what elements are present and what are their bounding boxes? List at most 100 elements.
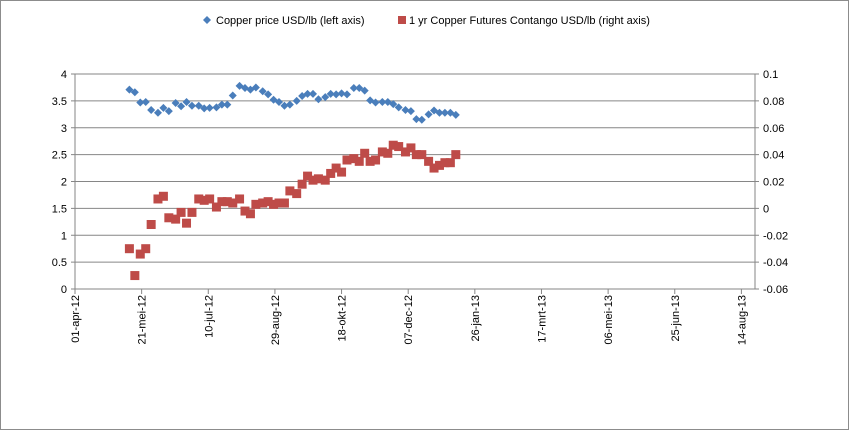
y-right-tick-label: 0.06 xyxy=(763,123,784,135)
contango-point xyxy=(263,197,273,207)
contango-point xyxy=(269,199,279,209)
contango-point xyxy=(171,214,181,224)
x-tick-label: 10-jul-12 xyxy=(203,295,215,338)
copper-price-point xyxy=(309,89,317,98)
x-tick-label: 25-jun-13 xyxy=(670,295,682,341)
series-futures-contango xyxy=(124,140,461,281)
copper-price-point xyxy=(389,100,398,109)
y-left-tick-label: 3 xyxy=(61,123,67,135)
y-right-tick-label: -0.04 xyxy=(763,257,788,269)
contango-point xyxy=(440,158,450,168)
x-tick-label: 06-mei-13 xyxy=(603,295,615,345)
y-right-tick-label: -0.02 xyxy=(763,230,788,242)
copper-price-point xyxy=(349,83,358,92)
contango-point xyxy=(153,194,163,204)
contango-point xyxy=(337,167,347,177)
copper-price-point xyxy=(451,110,460,119)
contango-point xyxy=(245,209,255,219)
legend-marker-square xyxy=(398,16,406,24)
contango-point xyxy=(342,155,352,165)
copper-price-point xyxy=(125,85,134,94)
copper-price-point xyxy=(187,101,196,110)
y-left-tick-label: 0 xyxy=(61,284,67,296)
copper-price-point xyxy=(332,90,341,99)
copper-price-point xyxy=(371,98,380,107)
contango-point xyxy=(258,198,268,208)
contango-point xyxy=(187,207,197,217)
copper-price-point xyxy=(355,83,364,92)
contango-point xyxy=(365,156,375,166)
copper-price-point xyxy=(200,104,209,113)
contango-point xyxy=(360,148,370,158)
contango-point xyxy=(240,206,250,216)
y-right-tick-label: 0.08 xyxy=(763,96,784,108)
contango-point xyxy=(205,194,215,204)
y-axis-right: -0.06 -0.04 -0.02 0 0.02 0.04 0.06 0.08 0.1 xyxy=(755,69,788,296)
copper-price-point xyxy=(280,101,289,110)
contango-point xyxy=(406,143,416,153)
y-right-tick-label: 0 xyxy=(763,203,769,215)
contango-point xyxy=(292,189,302,199)
series-copper-price xyxy=(125,81,460,124)
copper-price-point xyxy=(303,89,312,98)
contango-point xyxy=(158,191,168,201)
y-left-tick-label: 0.5 xyxy=(52,257,67,269)
copper-price-point xyxy=(326,89,335,98)
contango-point xyxy=(297,179,307,189)
contango-point xyxy=(228,198,238,208)
x-tick-label: 18-okt-12 xyxy=(337,295,349,341)
copper-price-point xyxy=(217,100,226,109)
copper-price-point xyxy=(401,106,410,115)
contango-point xyxy=(394,142,404,152)
copper-price-point xyxy=(182,97,191,106)
legend-label-copper-price: Copper price USD/lb (left axis) xyxy=(216,15,365,27)
contango-point xyxy=(388,140,398,150)
copper-price-point xyxy=(258,87,267,96)
copper-price-point xyxy=(412,115,421,124)
contango-point xyxy=(194,194,204,204)
contango-point xyxy=(411,150,421,160)
contango-point xyxy=(199,195,209,205)
copper-price-point xyxy=(171,99,180,108)
copper-price-point xyxy=(378,97,387,106)
copper-price-point xyxy=(285,100,294,109)
contango-point xyxy=(383,148,393,158)
contango-point xyxy=(313,174,323,184)
contango-point xyxy=(445,158,455,168)
y-left-tick-label: 2.5 xyxy=(52,150,67,162)
copper-price-point xyxy=(435,108,444,117)
copper-price-point xyxy=(314,95,323,104)
contango-point xyxy=(429,163,439,173)
legend-label-futures-contango: 1 yr Copper Futures Contango USD/lb (rig… xyxy=(409,15,650,27)
copper-price-point xyxy=(292,96,301,105)
y-axis-left: 0 0.5 1 1.5 2 2.5 3 3.5 4 xyxy=(52,69,75,296)
copper-price-point xyxy=(177,102,186,111)
y-right-tick-label: 0.1 xyxy=(763,69,778,81)
copper-price-point xyxy=(406,107,415,116)
contango-point xyxy=(434,160,444,170)
y-left-tick-label: 4 xyxy=(61,69,67,81)
contango-point xyxy=(285,186,295,196)
copper-price-point xyxy=(424,110,433,119)
copper-price-point xyxy=(147,106,156,115)
copper-price-point xyxy=(164,107,173,116)
copper-price-point xyxy=(321,93,330,102)
y-right-tick-label: -0.06 xyxy=(763,284,788,296)
y-right-tick-label: 0.02 xyxy=(763,177,784,189)
copper-price-point xyxy=(360,86,369,95)
contango-point xyxy=(274,198,284,208)
copper-price-point xyxy=(205,103,214,112)
contango-point xyxy=(326,168,336,178)
x-tick-label: 14-aug-13 xyxy=(736,295,748,345)
contango-point xyxy=(211,202,221,212)
y-right-tick-label: 0.04 xyxy=(763,150,784,162)
x-tick-label: 26-jan-13 xyxy=(470,295,482,341)
copper-price-point xyxy=(417,115,426,124)
x-tick-label: 17-mrt-13 xyxy=(536,295,548,343)
contango-point xyxy=(377,147,387,157)
contango-point xyxy=(320,175,330,185)
contango-point xyxy=(146,220,156,229)
copper-price-point xyxy=(343,90,351,99)
